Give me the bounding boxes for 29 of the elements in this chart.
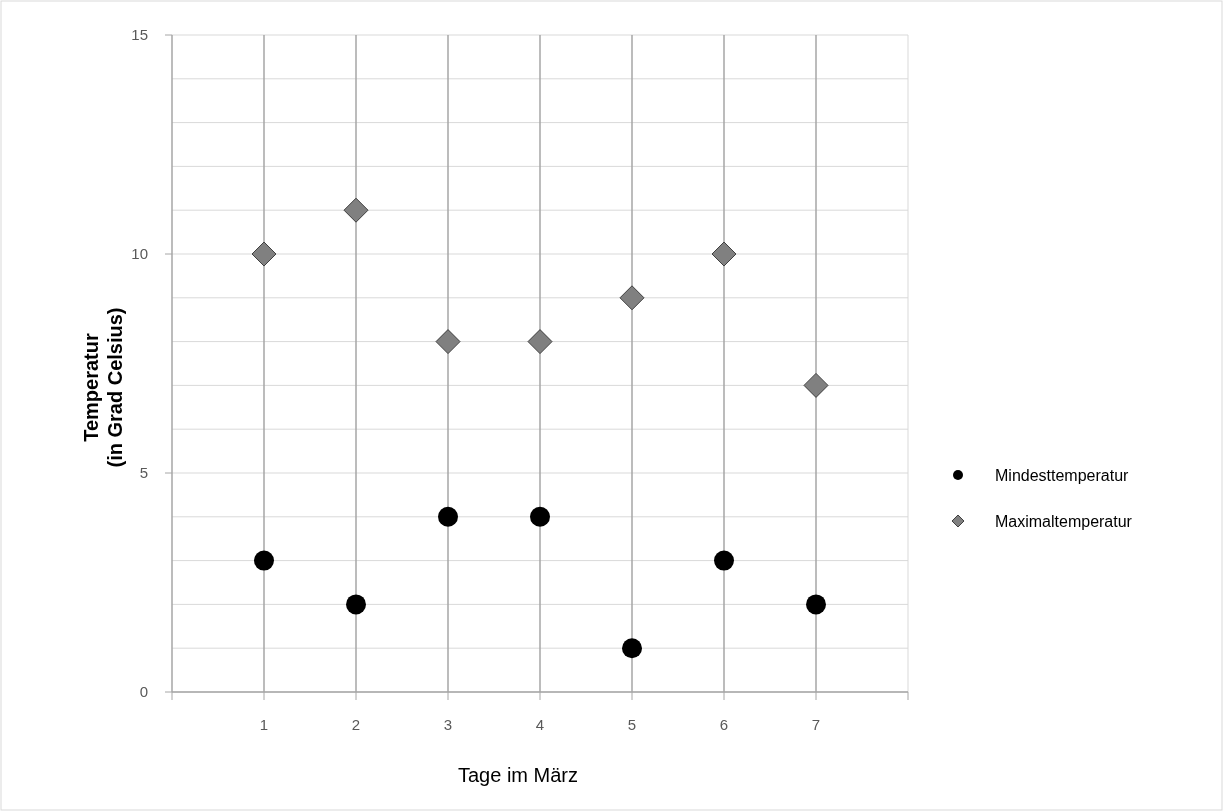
y-tick-label: 15 [131, 26, 148, 44]
y-tick-label: 0 [139, 683, 148, 701]
point [527, 329, 553, 355]
point [714, 550, 734, 571]
y-tick-label: 10 [131, 245, 148, 263]
point [803, 372, 829, 398]
point [343, 197, 369, 223]
point [251, 241, 277, 267]
point [254, 550, 274, 571]
point [806, 594, 826, 615]
point [619, 285, 645, 311]
point [530, 506, 550, 527]
x-axis-title: Tage im März [457, 764, 579, 786]
point [438, 506, 458, 527]
point [346, 594, 366, 615]
x-tick-label: 4 [535, 716, 545, 733]
x-tick-label: 2 [351, 716, 361, 733]
point [622, 638, 642, 659]
legend-label: Maximaltemperatur [995, 512, 1133, 530]
legend-label: Mindesttemperatur [995, 466, 1130, 484]
x-tick-label: 1 [259, 716, 269, 733]
x-tick-label: 5 [627, 716, 637, 733]
x-tick-label: 7 [811, 716, 821, 733]
x-tick-label: 3 [443, 716, 453, 733]
y-tick-label: 5 [139, 464, 148, 482]
point [435, 329, 461, 355]
y-axis-title: Temperatur (in Grad Celsius) [80, 307, 126, 468]
point [711, 241, 737, 267]
x-tick-label: 6 [719, 716, 729, 733]
